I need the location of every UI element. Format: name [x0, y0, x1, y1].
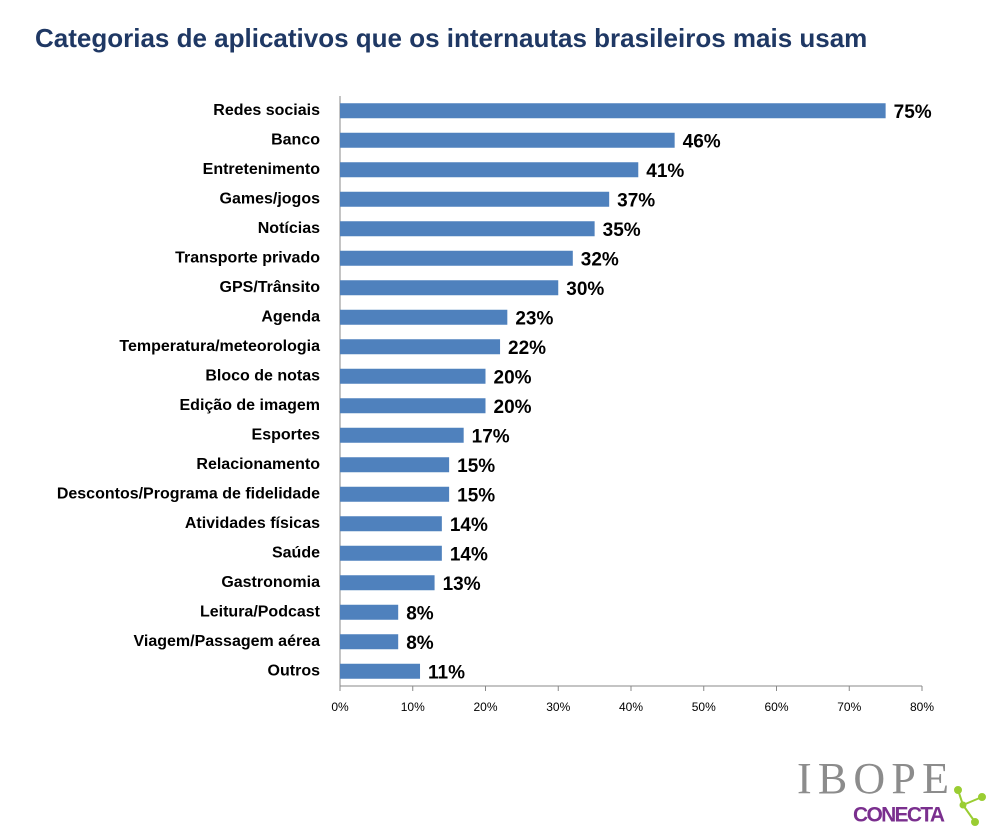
value-label: 37%: [617, 190, 655, 211]
logo-brand: IBOPE: [797, 754, 949, 803]
value-label: 30%: [566, 279, 604, 300]
value-label: 23%: [515, 308, 553, 329]
bar: [340, 604, 399, 620]
x-tick-label: 60%: [764, 700, 788, 714]
value-label: 15%: [457, 485, 495, 506]
category-label: Temperatura/meteorologia: [119, 338, 320, 355]
category-label: Transporte privado: [175, 249, 320, 266]
bar: [340, 545, 442, 561]
bar: [340, 427, 464, 443]
logo-product: CONECTA: [853, 804, 945, 827]
category-label: Relacionamento: [196, 456, 320, 473]
bar: [340, 398, 486, 414]
category-label: Edição de imagem: [180, 397, 321, 414]
x-tick-label: 40%: [619, 700, 643, 714]
x-tick-label: 30%: [546, 700, 570, 714]
bar: [340, 103, 886, 119]
category-label: Saúde: [272, 544, 320, 561]
value-label: 17%: [472, 426, 510, 447]
logo: IBOPE CONECTA: [797, 754, 986, 827]
bar: [340, 162, 639, 178]
x-tick-label: 80%: [910, 700, 934, 714]
category-label: Banco: [271, 131, 320, 148]
category-label: Esportes: [252, 426, 321, 443]
value-label: 13%: [443, 574, 481, 595]
value-label: 22%: [508, 338, 546, 359]
category-label: Leitura/Podcast: [200, 603, 321, 620]
x-tick-label: 70%: [837, 700, 861, 714]
value-label: 8%: [406, 633, 434, 654]
value-label: 20%: [494, 397, 532, 418]
bar: [340, 309, 508, 325]
bar: [340, 132, 675, 148]
category-label: Viagem/Passagem aérea: [134, 633, 321, 650]
x-tick-label: 0%: [331, 700, 349, 714]
bar: [340, 486, 450, 502]
bar: [340, 516, 442, 532]
bar: [340, 191, 610, 207]
bar: [340, 663, 421, 679]
bar: [340, 457, 450, 473]
category-label: Descontos/Programa de fidelidade: [57, 485, 320, 502]
x-tick-label: 20%: [473, 700, 497, 714]
value-label: 11%: [428, 662, 465, 683]
value-label: 20%: [494, 367, 532, 388]
bar: [340, 221, 595, 237]
value-label: 41%: [646, 161, 684, 182]
bar: [340, 280, 559, 296]
category-label: Entretenimento: [203, 161, 321, 178]
category-label: Agenda: [261, 308, 320, 325]
value-label: 15%: [457, 456, 495, 477]
value-label: 32%: [581, 249, 619, 270]
logo-icon: [954, 786, 986, 826]
x-tick-label: 10%: [401, 700, 425, 714]
category-label: Atividades físicas: [185, 515, 320, 532]
bar: [340, 250, 573, 266]
value-label: 75%: [894, 102, 932, 123]
category-label: Bloco de notas: [205, 367, 320, 384]
category-label: Gastronomia: [221, 574, 320, 591]
value-label: 35%: [603, 220, 641, 241]
value-label: 14%: [450, 515, 488, 536]
value-label: 14%: [450, 544, 488, 565]
category-label: Games/jogos: [220, 190, 321, 207]
category-label: Redes sociais: [213, 102, 320, 119]
bar: [340, 575, 435, 591]
bar: [340, 339, 501, 355]
bar: [340, 634, 399, 650]
chart-title: Categorias de aplicativos que os interna…: [35, 23, 867, 53]
category-label: Notícias: [258, 220, 320, 237]
category-label: Outros: [268, 662, 321, 679]
bar: [340, 368, 486, 384]
category-label: GPS/Trânsito: [220, 279, 321, 296]
x-tick-label: 50%: [692, 700, 716, 714]
value-label: 8%: [406, 603, 434, 624]
value-label: 46%: [683, 131, 721, 152]
